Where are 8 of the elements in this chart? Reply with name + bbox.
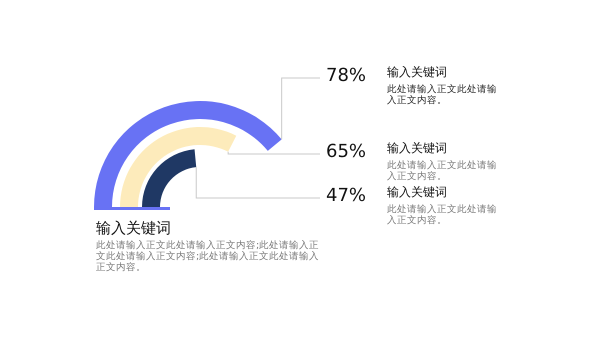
annotation: 输入关键词 (387, 142, 447, 156)
annotation: 输入关键词 (387, 186, 447, 200)
annotation: 此处请输入正文此处请输入正文内容。 (387, 84, 498, 106)
annotation: 此处请输入正文此处请输入正文内容。 (387, 160, 498, 182)
title: 输入关键词 (96, 220, 171, 238)
subtitle: 此处请输入正文此处请输入正文内容;此处请输入正文此处请输入正文内容;此处请输入正文此处请输入正文内容。 (96, 240, 320, 274)
annotation: 输入关键词 (387, 66, 447, 80)
annotation: 此处请输入正文此处请输入正文内容。 (387, 204, 498, 226)
